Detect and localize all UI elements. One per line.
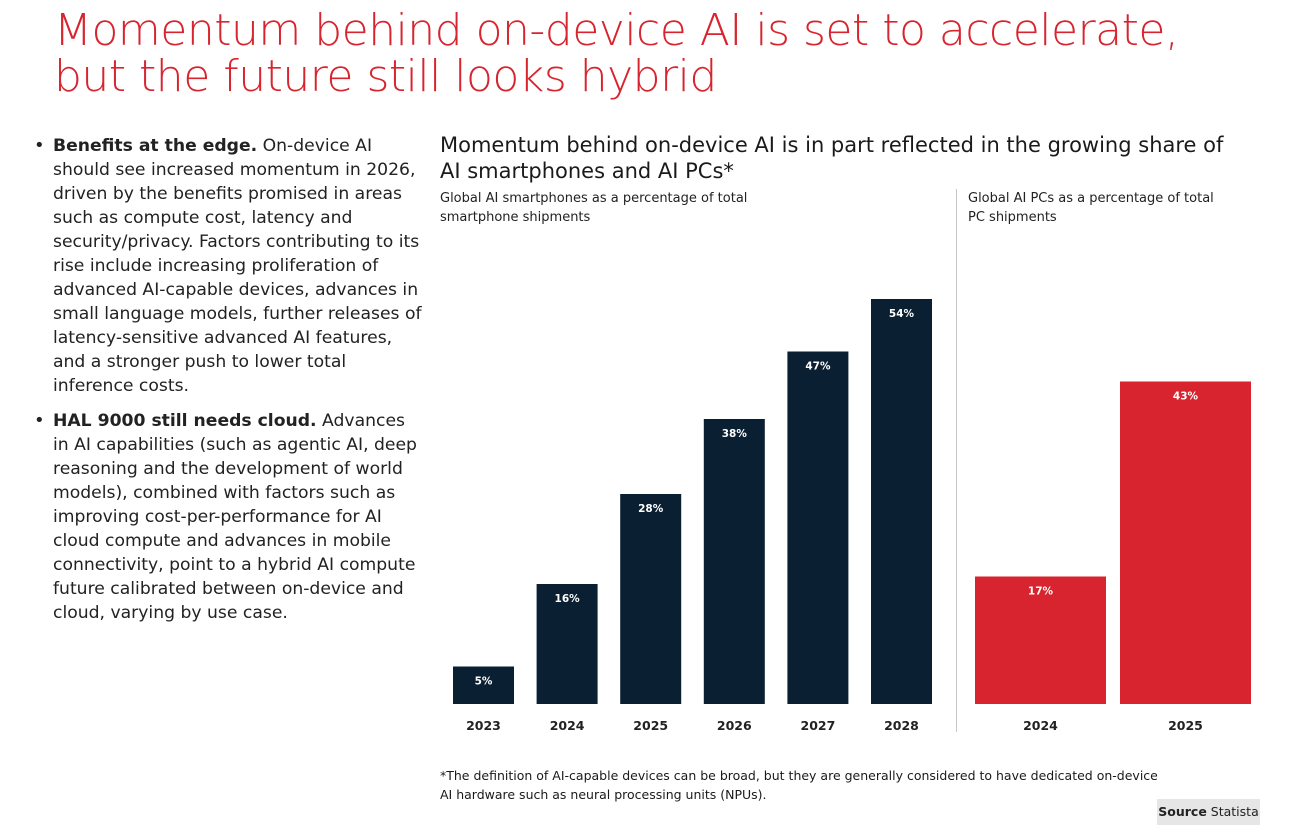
smartphone-bar-label-2028: 54% — [889, 308, 915, 320]
smartphone-bar-2027 — [787, 351, 849, 704]
pc-tick-label-2025: 2025 — [1168, 718, 1203, 733]
page-title: Momentum behind on-device AI is set to a… — [54, 8, 1274, 100]
page-title-line-2: but the future still looks hybrid — [54, 51, 717, 102]
pc-bar-label-2025: 43% — [1173, 391, 1199, 403]
smartphone-bar-label-2023: 5% — [475, 676, 493, 688]
footnote-line-2: AI hardware such as neural processing un… — [440, 787, 767, 802]
pc-bar-label-2024: 17% — [1028, 586, 1054, 598]
smartphone-tick-label-2025: 2025 — [633, 718, 668, 733]
source-value: Statista — [1210, 804, 1259, 819]
smartphone-bar-label-2027: 47% — [805, 361, 831, 373]
smartphone-tick-label-2028: 2028 — [884, 718, 919, 733]
chart-title: Momentum behind on-device AI is in part … — [440, 132, 1290, 184]
bullet-text: On-device AI should see increased moment… — [53, 136, 422, 396]
bullet-heading: HAL 9000 still needs cloud. — [53, 411, 317, 431]
smartphone-subtitle-line-1: Global AI smartphones as a percentage of… — [440, 191, 748, 206]
smartphone-bar-2028 — [871, 299, 932, 704]
smartphone-subtitle-line-2: smartphone shipments — [440, 210, 591, 225]
bullet-heading: Benefits at the edge. — [53, 136, 258, 156]
footnote-line-1: *The definition of AI-capable devices ca… — [440, 768, 1158, 783]
smartphone-chart-subtitle: Global AI smartphones as a percentage of… — [440, 189, 840, 227]
smartphone-bar-label-2024: 16% — [555, 593, 581, 605]
pc-subtitle-line-2: PC shipments — [968, 210, 1057, 225]
pc-bar-2025 — [1120, 381, 1251, 704]
smartphone-tick-label-2027: 2027 — [801, 718, 836, 733]
source-label: Source — [1158, 804, 1207, 819]
smartphone-tick-label-2024: 2024 — [550, 718, 585, 733]
bullet-text: Advances in AI capabilities (such as age… — [53, 411, 417, 623]
smartphone-bar-2023 — [453, 666, 514, 704]
bullet-hal-9000: HAL 9000 still needs cloud. Advances in … — [30, 409, 425, 625]
chart-title-line-1: Momentum behind on-device AI is in part … — [440, 133, 1224, 157]
chart-title-line-2: AI smartphones and AI PCs* — [440, 159, 734, 183]
page-title-line-1: Momentum behind on-device AI is set to a… — [54, 5, 1179, 56]
chart-divider — [956, 189, 957, 732]
smartphone-bar-label-2025: 28% — [638, 503, 664, 515]
smartphone-bar-label-2026: 38% — [722, 428, 748, 440]
smartphone-bar-2024 — [536, 584, 598, 704]
pc-tick-label-2024: 2024 — [1023, 718, 1058, 733]
smartphone-bar-2026 — [703, 419, 765, 704]
smartphone-tick-label-2023: 2023 — [466, 718, 501, 733]
bullet-benefits-at-edge: Benefits at the edge. On-device AI shoul… — [30, 134, 425, 398]
bullet-list: Benefits at the edge. On-device AI shoul… — [30, 134, 425, 636]
smartphone-tick-label-2026: 2026 — [717, 718, 752, 733]
smartphone-bar-2025 — [620, 494, 682, 704]
pc-bar-2024 — [975, 576, 1106, 704]
source-badge: Source Statista — [1157, 799, 1260, 825]
pc-subtitle-line-1: Global AI PCs as a percentage of total — [968, 191, 1214, 206]
pc-chart-subtitle: Global AI PCs as a percentage of total P… — [968, 189, 1268, 227]
footnote: *The definition of AI-capable devices ca… — [440, 766, 1240, 804]
